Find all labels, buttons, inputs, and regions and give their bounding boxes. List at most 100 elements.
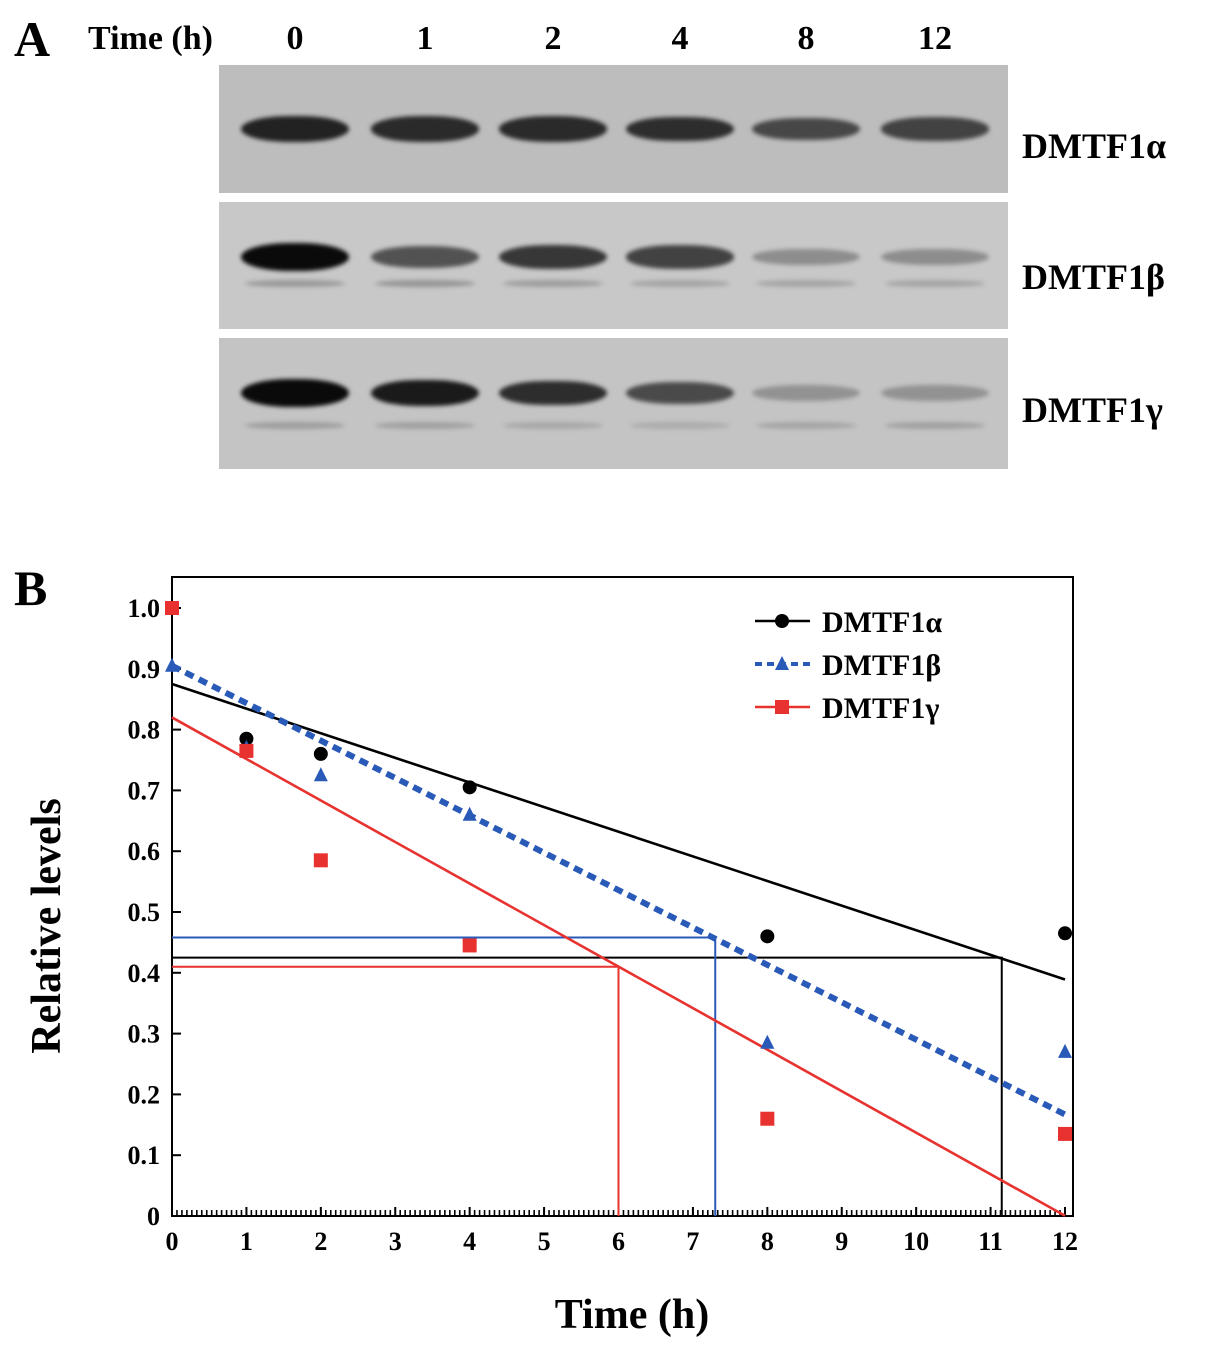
time-point-label: 2 xyxy=(544,20,562,57)
data-point-square xyxy=(760,1111,775,1126)
data-point-triangle xyxy=(760,1034,775,1049)
y-tick-label: 0.8 xyxy=(128,716,161,745)
x-tick-label: 11 xyxy=(978,1227,1003,1256)
protein-band xyxy=(626,116,734,142)
protein-band-lower xyxy=(245,422,345,429)
panel-a-label: A xyxy=(14,11,51,67)
y-tick-label: 0.4 xyxy=(128,959,161,988)
data-point-triangle xyxy=(313,767,328,782)
data-point-circle xyxy=(313,746,328,761)
protein-band-lower xyxy=(630,280,730,287)
protein-band xyxy=(499,380,607,406)
y-tick-label: 0.6 xyxy=(128,837,161,866)
y-tick-label: 0.3 xyxy=(128,1020,161,1049)
protein-band-lower xyxy=(885,422,985,429)
protein-band xyxy=(241,379,349,407)
half-life-guide xyxy=(172,936,717,1216)
x-tick-label: 12 xyxy=(1052,1227,1078,1256)
data-point-circle xyxy=(760,929,775,944)
y-tick-label: 0 xyxy=(147,1202,160,1231)
legend-entry: DMTF1α xyxy=(822,606,942,639)
protein-band xyxy=(371,379,479,407)
protein-band xyxy=(752,117,860,141)
protein-label-gamma: DMTF1γ xyxy=(1022,390,1163,430)
fit-line xyxy=(171,682,1066,981)
protein-label-beta: DMTF1β xyxy=(1022,257,1165,297)
data-point-square xyxy=(775,700,789,714)
time-point-label: 12 xyxy=(918,20,952,57)
protein-band xyxy=(881,248,989,266)
data-point-square xyxy=(239,743,254,758)
protein-band-lower xyxy=(503,422,603,429)
y-tick-label: 0.5 xyxy=(128,898,161,927)
protein-band xyxy=(881,384,989,402)
data-point-triangle xyxy=(1058,1043,1072,1058)
y-tick-label: 1.0 xyxy=(128,594,161,623)
protein-band xyxy=(371,246,479,268)
data-points xyxy=(165,601,1072,1141)
data-point-circle xyxy=(775,614,789,628)
protein-band xyxy=(752,384,860,402)
protein-label-alpha: DMTF1α xyxy=(1022,126,1167,166)
protein-band-lower xyxy=(885,280,985,287)
x-tick-label: 9 xyxy=(835,1227,848,1256)
time-axis-title: Time (h) xyxy=(88,20,213,57)
data-point-circle xyxy=(462,780,477,795)
protein-band-lower xyxy=(245,280,345,287)
x-tick-label: 4 xyxy=(463,1227,476,1256)
y-tick-label: 0.2 xyxy=(128,1080,161,1109)
protein-band xyxy=(881,117,989,141)
y-axis-title: Relative levels xyxy=(24,798,70,1053)
time-point-label: 4 xyxy=(671,20,689,57)
half-life-guides xyxy=(172,936,1003,1216)
data-point-circle xyxy=(239,731,254,746)
x-tick-label: 5 xyxy=(538,1227,551,1256)
legend-entry: DMTF1γ xyxy=(822,692,939,725)
western-blot-dmtf1-gamma xyxy=(219,338,1008,469)
x-tick-label: 1 xyxy=(240,1227,253,1256)
y-tick-label: 0.7 xyxy=(128,776,161,805)
fit-lines xyxy=(170,663,1067,1217)
protein-band-lower xyxy=(756,280,856,287)
x-tick-label: 0 xyxy=(166,1227,179,1256)
x-tick-label: 10 xyxy=(903,1227,929,1256)
protein-band xyxy=(499,244,607,270)
panel-b-label: B xyxy=(14,560,48,616)
x-tick-label: 3 xyxy=(389,1227,402,1256)
fit-line xyxy=(170,663,1067,1118)
western-blot-dmtf1-beta xyxy=(219,202,1008,329)
protein-band-lower xyxy=(630,422,730,429)
x-tick-label: 7 xyxy=(686,1227,699,1256)
western-blot-dmtf1-alpha xyxy=(219,65,1008,193)
data-point-square xyxy=(1058,1126,1072,1141)
protein-band xyxy=(499,116,607,142)
data-point-triangle xyxy=(775,656,789,670)
protein-band xyxy=(241,243,349,271)
protein-band-lower xyxy=(375,422,475,429)
protein-band xyxy=(241,116,349,142)
protein-band xyxy=(371,116,479,142)
plot-frame xyxy=(171,576,1074,1217)
protein-band-lower xyxy=(375,280,475,287)
fit-line xyxy=(171,716,1066,1217)
protein-band-lower xyxy=(756,422,856,429)
y-tick-label: 0.9 xyxy=(128,655,161,684)
time-point-label: 0 xyxy=(286,20,304,57)
x-axis-title: Time (h) xyxy=(555,1292,709,1338)
data-point-square xyxy=(165,601,179,615)
protein-band xyxy=(626,245,734,269)
x-tick-label: 8 xyxy=(761,1227,774,1256)
x-tick-label: 2 xyxy=(314,1227,327,1256)
legend: DMTF1α DMTF1β DMTF1γ xyxy=(755,606,942,725)
data-point-square xyxy=(462,938,477,953)
data-point-square xyxy=(313,853,328,868)
data-point-triangle xyxy=(462,806,477,821)
time-point-label: 1 xyxy=(416,20,434,57)
y-tick-label: 0.1 xyxy=(128,1141,161,1170)
time-point-label: 8 xyxy=(797,20,815,57)
axis-ticks: 0 1 2 3 4 5 6 7 8 9 10 11 1200.10.20.30.40.50.60.70.… xyxy=(128,594,1079,1256)
x-tick-label: 6 xyxy=(612,1227,625,1256)
protein-band xyxy=(626,381,734,405)
data-point-circle xyxy=(1058,926,1072,941)
